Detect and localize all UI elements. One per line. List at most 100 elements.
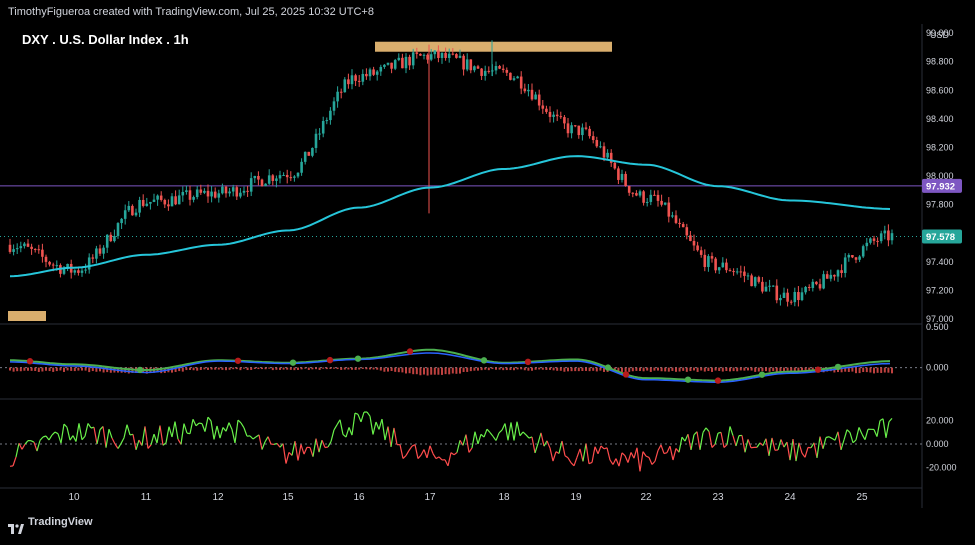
candle-body [171,196,174,206]
macd-histogram-bar [650,368,652,372]
macd-tick-label: 0.500 [926,322,949,332]
time-tick-label: 24 [784,492,796,503]
macd-cross-dot [623,371,629,377]
macd-histogram-bar [571,368,573,372]
macd-histogram-bar [621,368,623,372]
candle-body [102,248,105,254]
candle-body [765,287,768,292]
macd-cross-dot [407,348,413,354]
macd-histogram-bar [283,368,285,370]
candle-body [394,60,397,69]
brand-label: TradingView [28,508,93,536]
candle-body [768,286,771,287]
candle-body [297,173,300,177]
time-tick-label: 10 [68,492,80,503]
candle-body [783,293,786,298]
macd-histogram-bar [509,368,511,370]
candle-body [257,176,260,180]
candle-body [412,52,415,65]
candle-body [675,215,678,223]
candle-body [27,244,30,247]
candle-body [311,148,314,156]
macd-histogram-bar [495,368,497,370]
candle-body [178,195,181,204]
candle-body [826,274,829,279]
candle-body [452,54,455,55]
macd-histogram-bar [344,368,346,370]
candle-body [880,233,883,241]
candle-body [354,75,357,81]
candle-body [797,292,800,300]
macd-histogram-bar [74,368,76,371]
candle-body [81,271,84,273]
candle-body [416,52,419,54]
candle-body [218,193,221,197]
candle-body [462,56,465,70]
tradingview-logo-icon [8,517,24,527]
macd-histogram-bar [859,368,861,374]
candle-body [344,79,347,92]
candle-body [837,270,840,276]
candle-body [646,202,649,203]
macd-histogram-bar [308,368,310,370]
macd-histogram-bar [92,368,94,371]
candle-body [268,175,271,183]
candle-body [776,286,779,301]
macd-histogram-bar [333,368,335,369]
macd-histogram-bar [466,368,468,372]
macd-histogram-bar [56,368,58,371]
candle-body [146,204,149,206]
candle-body [570,125,573,133]
macd-histogram-bar [549,368,551,370]
macd-histogram-bar [704,368,706,372]
macd-cross-dot [715,377,721,383]
candle-body [113,236,116,241]
macd-histogram-bar [891,368,893,374]
candle-body [383,65,386,67]
candle-body [232,187,235,191]
price-tick-label: 98.600 [926,85,954,95]
candle-body [164,200,167,204]
macd-histogram-bar [733,368,735,372]
candle-body [92,257,95,258]
macd-histogram-bar [765,368,767,372]
candle-body [261,180,264,187]
candle-body [182,192,185,195]
macd-histogram-bar [693,368,695,371]
macd-histogram-bar [59,368,61,371]
macd-histogram-bar [887,368,889,373]
candle-body [203,191,206,193]
macd-histogram-bar [491,368,493,369]
macd-histogram-bar [499,368,501,370]
candle-body [473,66,476,70]
candle-body [236,187,239,196]
candle-body [333,101,336,110]
tradingview-brand: TradingView [8,508,93,536]
candle-body [376,72,379,75]
macd-histogram-bar [715,368,717,371]
candle-body [628,186,631,193]
candle-body [322,121,325,134]
candle-body [520,77,523,89]
candle-body [725,263,728,271]
macd-histogram-bar [351,368,353,370]
macd-histogram-bar [754,368,756,372]
macd-histogram-bar [679,368,681,372]
macd-histogram-bar [463,368,465,372]
candle-body [88,257,91,269]
macd-histogram-bar [517,368,519,370]
macd-histogram-bar [265,368,267,370]
candle-body [556,115,559,116]
candle-body [293,176,296,177]
candle-body [20,246,23,248]
macd-histogram-bar [214,368,216,370]
candle-body [272,175,275,181]
time-tick-label: 23 [712,492,724,503]
macd-histogram-bar [563,368,565,372]
macd-histogram-bar [250,368,252,370]
macd-histogram-bar [437,368,439,375]
candle-body [196,190,199,198]
candle-body [635,193,638,195]
candle-body [131,206,134,215]
